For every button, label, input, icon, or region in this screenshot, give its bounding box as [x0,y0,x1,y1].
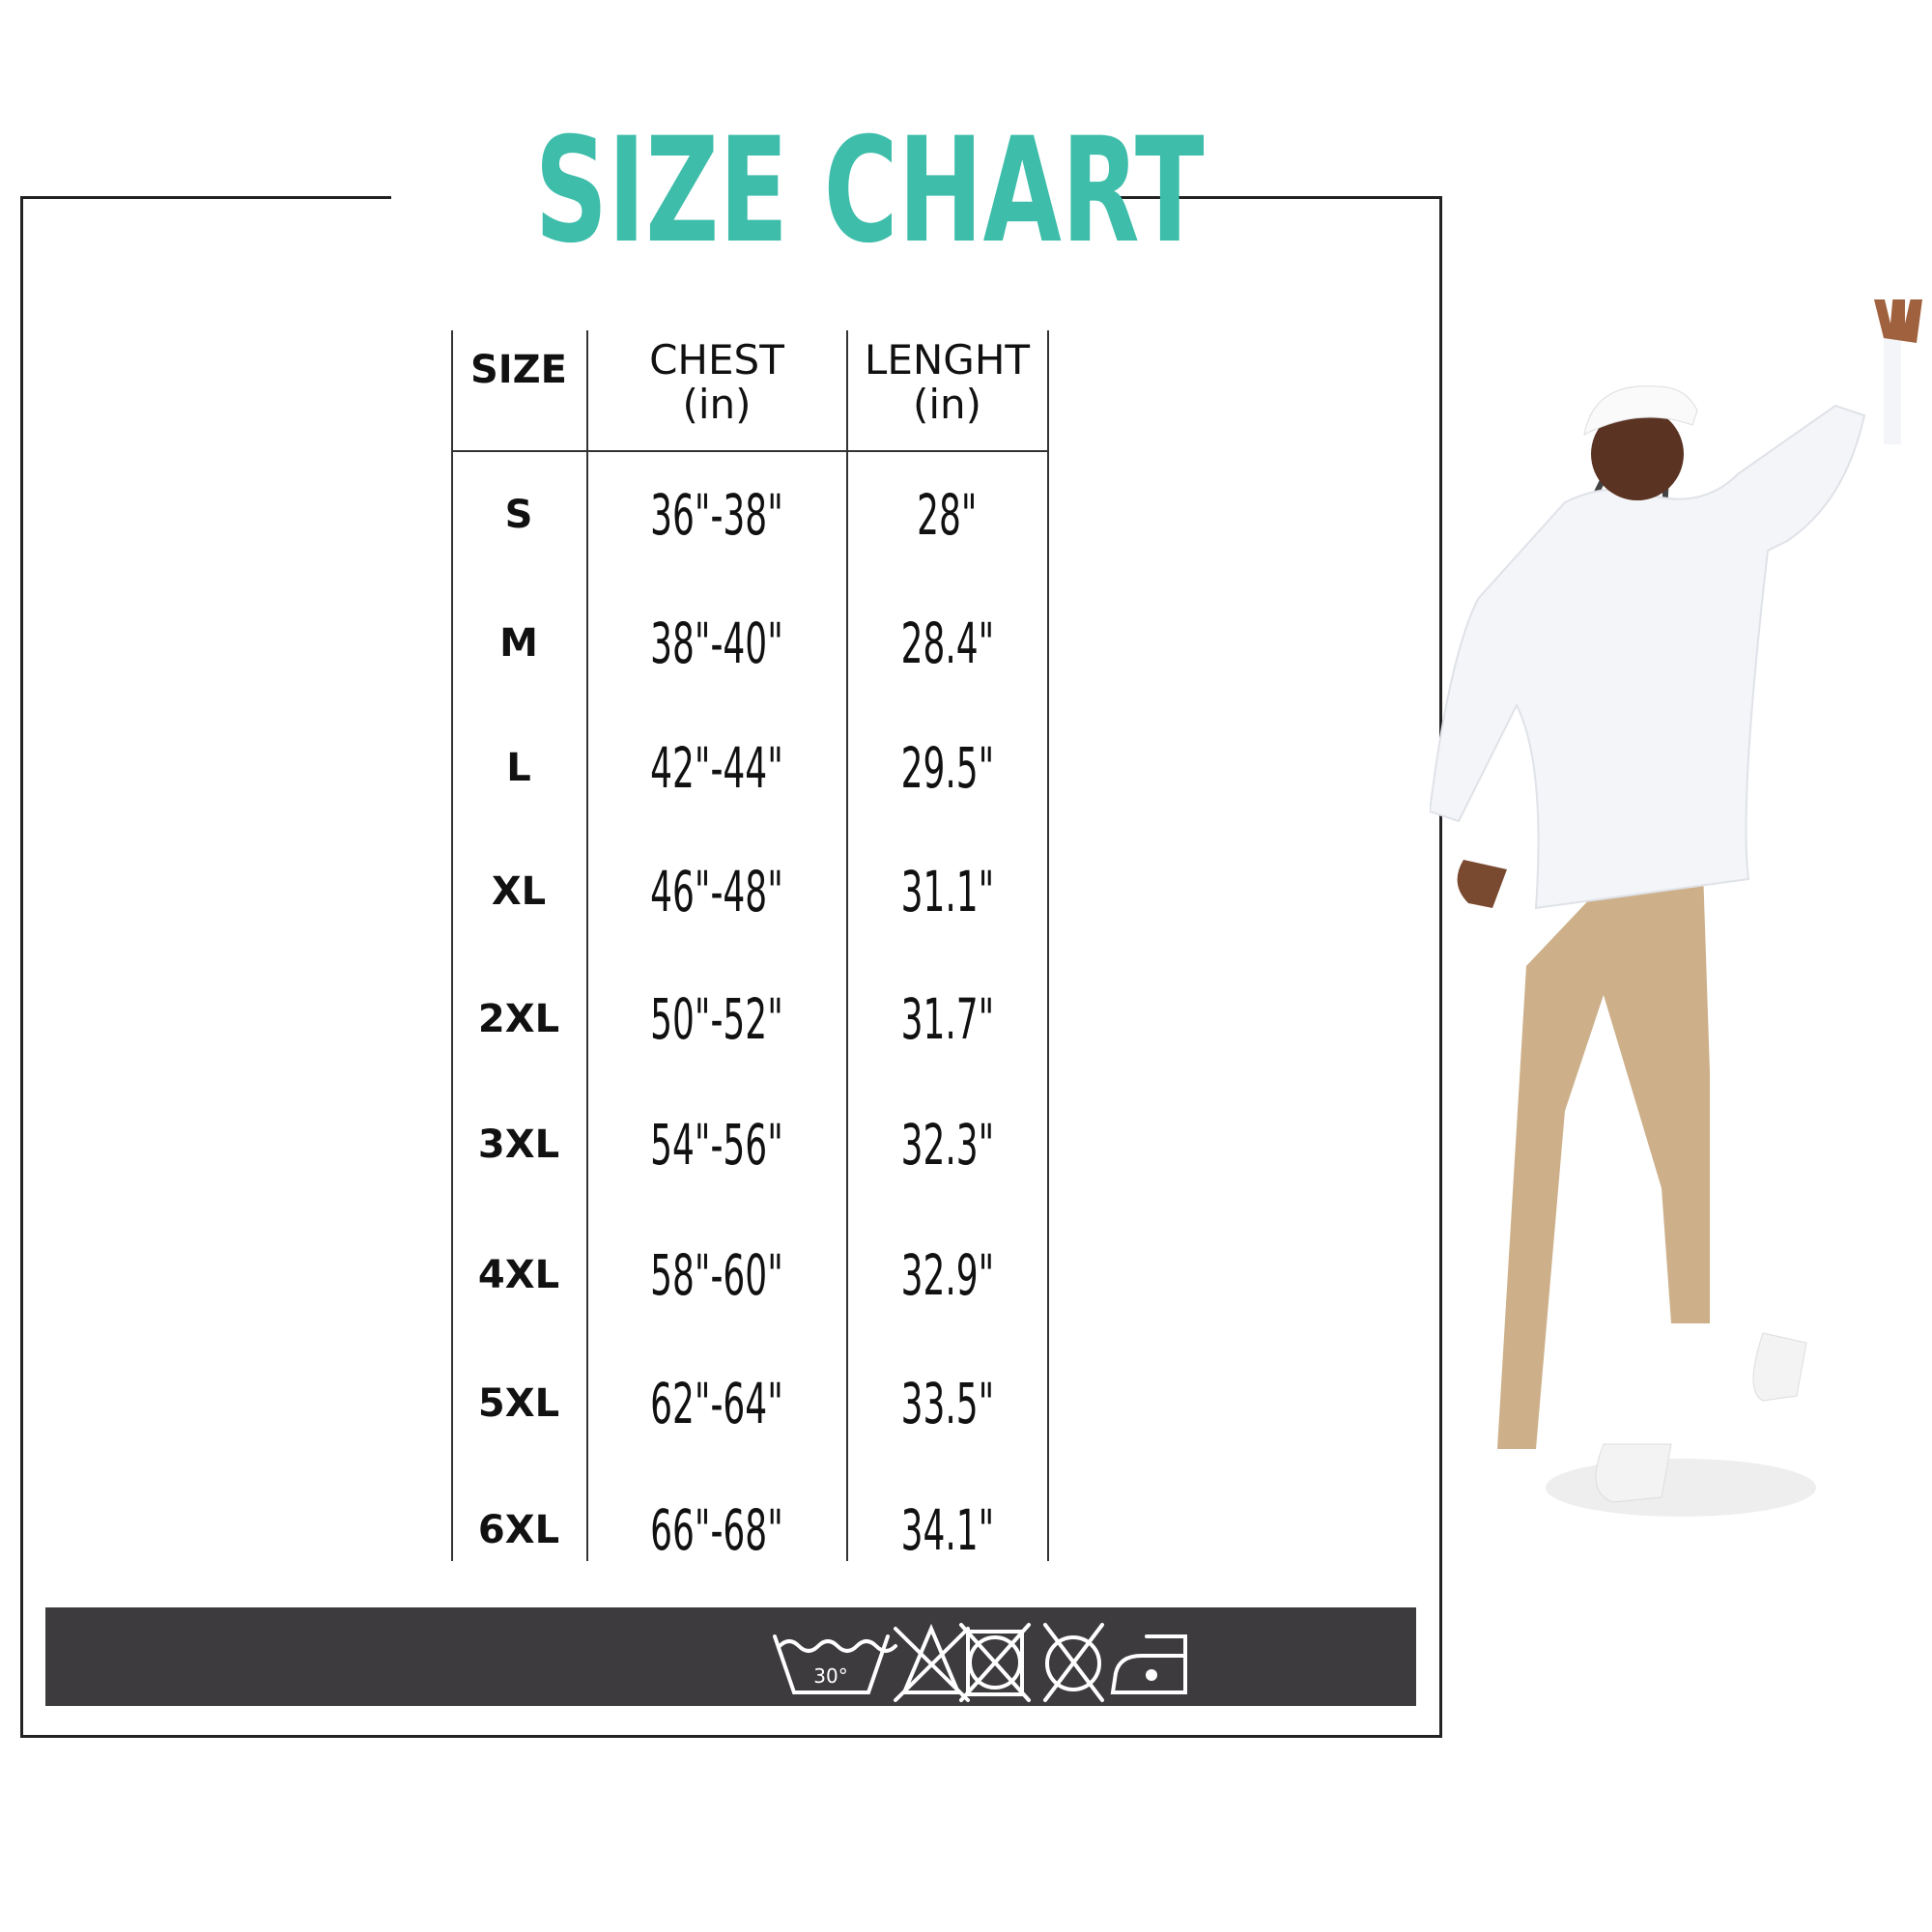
table-divider [846,330,848,1561]
length-cell: 29.5" [849,734,1045,802]
length-cell-text: 28.4" [900,611,994,676]
length-cell-text: 29.5" [900,735,994,801]
length-cell: 32.3" [849,1111,1045,1179]
header-label: SIZE [469,348,568,392]
size-cell-text: 5XL [477,1381,560,1426]
size-cell-text: 6XL [477,1508,560,1552]
no-dry-clean-icon [1043,1623,1104,1702]
length-cell: 33.5" [849,1370,1045,1437]
size-cell-text: 3XL [477,1122,560,1167]
size-cell: M [453,610,584,677]
chest-cell-text: 62"-64" [650,1371,783,1436]
length-cell-text: 34.1" [900,1497,994,1563]
length-cell-text: 33.5" [900,1371,994,1436]
chest-cell-text: 36"-38" [650,482,783,548]
length-cell: 31.7" [849,985,1045,1053]
frame-top-right [1087,196,1442,199]
length-cell: 32.9" [849,1241,1045,1309]
table-divider [451,330,453,1561]
length-cell: 28.4" [849,610,1045,677]
table-divider [1047,330,1049,1561]
length-cell-text: 28" [917,482,978,548]
length-cell-text: 31.1" [900,859,994,924]
header-chest: CHEST (in) [589,338,844,427]
chest-cell-text: 46"-48" [650,859,783,924]
table-divider [586,330,588,1561]
no-tumble-dry-icon [959,1623,1031,1702]
care-instructions-bar: 30° [45,1607,1416,1706]
frame-top-left [21,196,391,199]
chest-cell: 46"-48" [589,858,844,925]
chest-cell-text: 50"-52" [650,986,783,1052]
header-length: LENGHT (in) [849,338,1045,427]
iron-low-icon [1110,1634,1187,1694]
frame-right [1439,196,1442,1738]
size-cell: 6XL [453,1496,584,1564]
chest-cell-text: 42"-44" [650,735,783,801]
size-cell: 5XL [453,1370,584,1437]
chest-cell: 66"-68" [589,1496,844,1564]
length-cell: 34.1" [849,1496,1045,1564]
size-cell: 3XL [453,1111,584,1179]
length-cell: 31.1" [849,858,1045,925]
size-cell: XL [453,858,584,925]
wash-temp: 30° [813,1664,847,1688]
page-title-text: SIZE CHART [534,107,1205,275]
size-cell-text: S [504,493,533,537]
size-cell-text: 2XL [477,997,560,1041]
frame-left [20,196,23,1738]
length-cell-text: 31.7" [900,986,994,1052]
length-cell-text: 32.9" [900,1242,994,1308]
chest-cell: 50"-52" [589,985,844,1053]
length-cell: 28" [849,481,1045,549]
chest-cell: 42"-44" [589,734,844,802]
page-title: SIZE CHART [391,114,1205,269]
size-cell-text: XL [491,869,547,914]
size-cell: 2XL [453,985,584,1053]
header-unit: (in) [912,381,982,428]
no-bleach-icon [894,1623,970,1702]
chest-cell: 38"-40" [589,610,844,677]
chest-cell-text: 54"-56" [650,1112,783,1178]
frame-bottom [20,1735,1442,1738]
length-cell-text: 32.3" [900,1112,994,1178]
care-icons: 30° [773,1623,1187,1702]
header-divider [451,450,1047,452]
chest-cell: 62"-64" [589,1370,844,1437]
size-cell: S [453,481,584,549]
header-label: CHEST [649,336,784,384]
header-label: LENGHT [864,336,1031,384]
size-cell-text: 4XL [477,1253,560,1297]
chest-cell: 36"-38" [589,481,844,549]
chest-cell: 58"-60" [589,1241,844,1309]
header-size: SIZE [453,348,584,392]
size-cell-text: M [499,621,538,666]
header-unit: (in) [682,381,752,428]
model-photo [1430,299,1922,1517]
size-cell: L [453,734,584,802]
chest-cell: 54"-56" [589,1111,844,1179]
wash-30-icon: 30° [773,1634,897,1694]
chest-cell-text: 38"-40" [650,611,783,676]
chest-cell-text: 66"-68" [650,1497,783,1563]
size-cell: 4XL [453,1241,584,1309]
chest-cell-text: 58"-60" [650,1242,783,1308]
size-cell-text: L [506,746,531,790]
